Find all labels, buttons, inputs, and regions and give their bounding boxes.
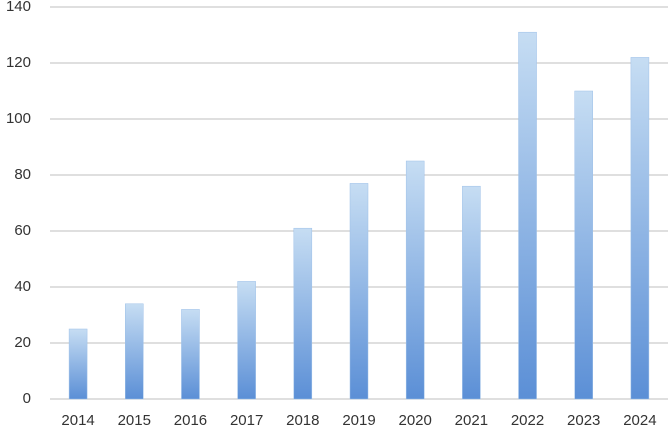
y-tick-label: 20 xyxy=(14,334,31,351)
y-tick-label: 100 xyxy=(6,110,31,127)
bar xyxy=(293,227,313,400)
x-tick-label: 2023 xyxy=(567,412,600,429)
y-tick-label: 80 xyxy=(14,166,31,183)
bar xyxy=(68,328,88,400)
bar xyxy=(405,160,425,400)
x-tick-label: 2022 xyxy=(511,412,544,429)
y-tick-label: 120 xyxy=(6,54,31,71)
x-tick-label: 2020 xyxy=(398,412,431,429)
y-tick-label: 60 xyxy=(14,222,31,239)
bar xyxy=(462,185,481,400)
x-tick-label: 2017 xyxy=(230,412,263,429)
x-tick-label: 2014 xyxy=(61,412,94,429)
x-tick-label: 2019 xyxy=(342,412,375,429)
bar xyxy=(237,281,256,400)
x-tick-label: 2016 xyxy=(174,412,207,429)
y-tick-label: 40 xyxy=(14,278,31,295)
x-tick-label: 2024 xyxy=(623,412,656,429)
x-tick-label: 2018 xyxy=(286,412,319,429)
bar xyxy=(349,183,369,400)
bar xyxy=(574,90,593,400)
bar xyxy=(181,309,200,400)
bar xyxy=(518,31,537,400)
bar xyxy=(630,57,650,400)
bar xyxy=(125,303,144,400)
x-tick-label: 2015 xyxy=(118,412,151,429)
y-tick-label: 0 xyxy=(23,390,31,407)
y-tick-label: 140 xyxy=(6,0,31,15)
x-tick-label: 2021 xyxy=(455,412,488,429)
